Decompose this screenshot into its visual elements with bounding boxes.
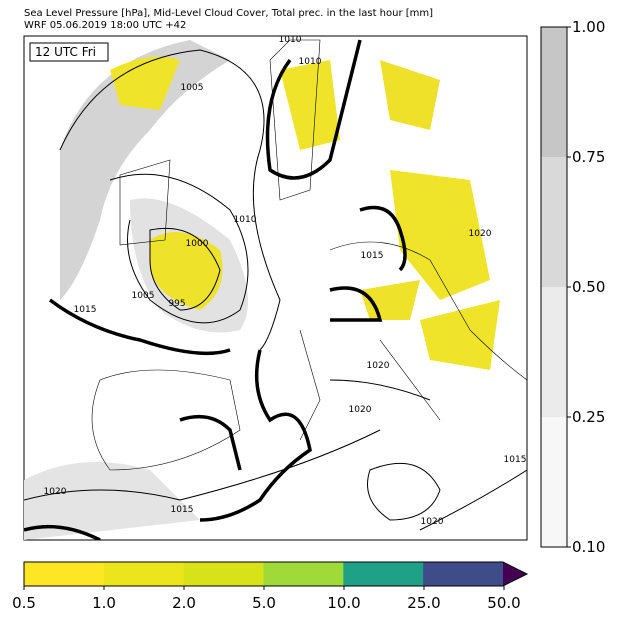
isobar-label: 1020 [367,361,390,371]
tick-label: 5.0 [252,594,276,612]
title: Sea Level Pressure [hPa], Mid-Level Clou… [24,8,433,19]
tick-label: 10.0 [327,594,360,612]
time-label: 12 UTC Fri [35,45,96,59]
cloud-colorbar: 0.10 0.25 0.50 0.75 1.00 [540,18,605,556]
isobar-label: 1000 [186,239,209,249]
tick-label: 0.10 [572,538,605,556]
map: 12 UTC Fri 1010 1005 1010 1000 1005 995 1015 10… [23,35,528,541]
tick-label: 0.75 [572,148,605,166]
isobar-label: 1010 [234,215,257,225]
isobar-label: 995 [168,299,185,309]
precip-colorbar: 0.5 1.0 2.0 5.0 10.0 25.0 50.0 [12,561,529,612]
colorbar-segment [24,562,105,586]
isobar-label: 1010 [299,57,322,67]
colorbar-segment [541,287,567,417]
colorbar-segment [423,562,504,586]
tick-label: 25.0 [407,594,440,612]
isobar-label: 1015 [361,251,384,261]
isobar-label: 1015 [74,305,97,315]
colorbar-segment [541,417,567,547]
subtitle: WRF 05.06.2019 18:00 UTC +42 [24,20,186,31]
isobar-label: 1005 [132,291,155,301]
isobar-label: 1020 [349,405,372,415]
colorbar-segment [343,562,424,586]
colorbar-segment [541,27,567,157]
isobar-label: 1015 [504,455,527,465]
isobar-label: 1015 [171,505,194,515]
isobar-label: 1005 [181,83,204,93]
tick-label: 50.0 [487,594,520,612]
tick-label: 0.50 [572,278,605,296]
isobar-label: 1020 [421,517,444,527]
colorbar-segment [541,157,567,287]
isobar-label: 1010 [279,35,302,45]
tick-label: 1.00 [572,18,605,36]
colorbar-extend [503,562,527,586]
colorbar-segment [183,562,264,586]
isobar-label: 1020 [469,229,492,239]
isobar-label: 1020 [44,487,67,497]
tick-label: 0.25 [572,408,605,426]
tick-label: 1.0 [92,594,116,612]
tick-label: 2.0 [172,594,196,612]
tick-label: 0.5 [12,594,36,612]
colorbar-segment [263,562,344,586]
colorbar-segment [103,562,185,586]
colorbar-frame [23,561,529,587]
